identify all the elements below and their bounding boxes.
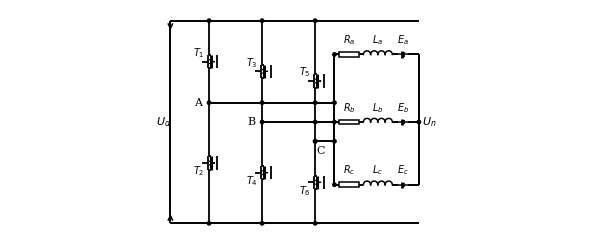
Text: $U_n$: $U_n$ [422, 115, 437, 129]
Circle shape [333, 120, 336, 124]
Text: $R_c$: $R_c$ [343, 164, 355, 177]
Circle shape [333, 183, 336, 186]
Circle shape [313, 140, 317, 143]
Circle shape [313, 120, 317, 124]
Circle shape [260, 222, 264, 225]
Circle shape [333, 53, 336, 56]
Text: $T_6$: $T_6$ [299, 184, 311, 198]
Text: $L_c$: $L_c$ [372, 164, 383, 177]
Text: $E_c$: $E_c$ [397, 164, 409, 177]
Text: $T_3$: $T_3$ [246, 56, 258, 70]
Text: $R_a$: $R_a$ [343, 33, 355, 47]
Circle shape [313, 222, 317, 225]
Circle shape [260, 120, 264, 124]
Circle shape [313, 140, 317, 143]
Text: $T_4$: $T_4$ [246, 174, 258, 188]
Text: $U_d$: $U_d$ [156, 115, 171, 129]
Text: $T_5$: $T_5$ [299, 66, 311, 80]
Text: $E_b$: $E_b$ [397, 101, 409, 115]
Bar [339, 182, 359, 187]
Circle shape [260, 19, 264, 22]
Circle shape [313, 101, 317, 104]
Circle shape [207, 222, 211, 225]
Text: C: C [316, 146, 325, 156]
Circle shape [207, 101, 211, 104]
Bar [339, 120, 359, 124]
Circle shape [260, 101, 264, 104]
Circle shape [333, 101, 336, 104]
Bar [339, 52, 359, 57]
Text: $T_2$: $T_2$ [193, 164, 205, 178]
Text: $T_1$: $T_1$ [193, 46, 205, 60]
Text: $E_a$: $E_a$ [397, 33, 409, 47]
Circle shape [333, 140, 336, 143]
Text: B: B [247, 117, 255, 127]
Circle shape [313, 19, 317, 22]
Text: A: A [194, 98, 202, 108]
Circle shape [207, 19, 211, 22]
Circle shape [417, 120, 420, 124]
Text: $L_a$: $L_a$ [372, 33, 384, 47]
Text: $L_b$: $L_b$ [372, 101, 384, 115]
Text: $R_b$: $R_b$ [343, 101, 355, 115]
